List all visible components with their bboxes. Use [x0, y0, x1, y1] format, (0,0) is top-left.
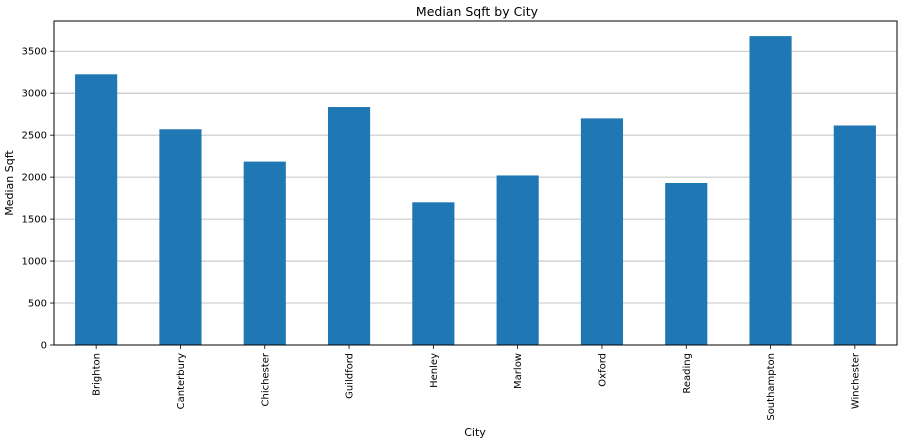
y-tick-label: 0	[41, 341, 47, 352]
bar-winchester	[833, 125, 876, 345]
x-tick-label: Guildford	[345, 353, 356, 399]
y-tick-label: 1500	[22, 215, 47, 226]
y-tick-label: 500	[28, 299, 47, 310]
x-axis-ticks: Brighton Canterbury Chichester Guildford Hen…	[92, 345, 861, 421]
bar-canterbury	[159, 129, 202, 345]
x-tick-label: Reading	[682, 353, 693, 394]
bar-henley	[412, 202, 455, 345]
bar-southampton	[749, 36, 792, 346]
x-tick-label: Brighton	[92, 353, 103, 396]
x-tick-label: Henley	[429, 353, 440, 388]
y-axis-label: Median Sqft	[3, 150, 16, 216]
bar-oxford	[580, 118, 624, 345]
y-axis-ticks: 0 500 1000 1500 2000 2500 3000 3500	[22, 47, 54, 352]
bar-reading	[665, 183, 708, 345]
plot-frame	[53, 20, 898, 346]
x-axis-label: City	[464, 426, 486, 439]
x-tick-label: Chichester	[260, 352, 271, 406]
x-tick-label: Marlow	[513, 353, 524, 389]
bar-chichester	[243, 161, 286, 345]
bar-guildford	[327, 107, 371, 345]
x-tick-label: Winchester	[850, 352, 861, 409]
chart-title: Median Sqft by City	[416, 4, 539, 19]
x-tick-label: Canterbury	[176, 353, 187, 409]
bar-brighton	[75, 74, 118, 345]
y-tick-label: 1000	[22, 257, 47, 268]
y-tick-label: 2000	[22, 173, 47, 184]
bar-marlow	[496, 175, 539, 345]
x-tick-label: Southampton	[766, 353, 777, 421]
bars	[75, 36, 876, 346]
y-tick-label: 3500	[22, 47, 47, 58]
x-tick-label: Oxford	[597, 353, 608, 387]
y-tick-label: 3000	[22, 89, 47, 100]
y-tick-label: 2500	[22, 131, 47, 142]
